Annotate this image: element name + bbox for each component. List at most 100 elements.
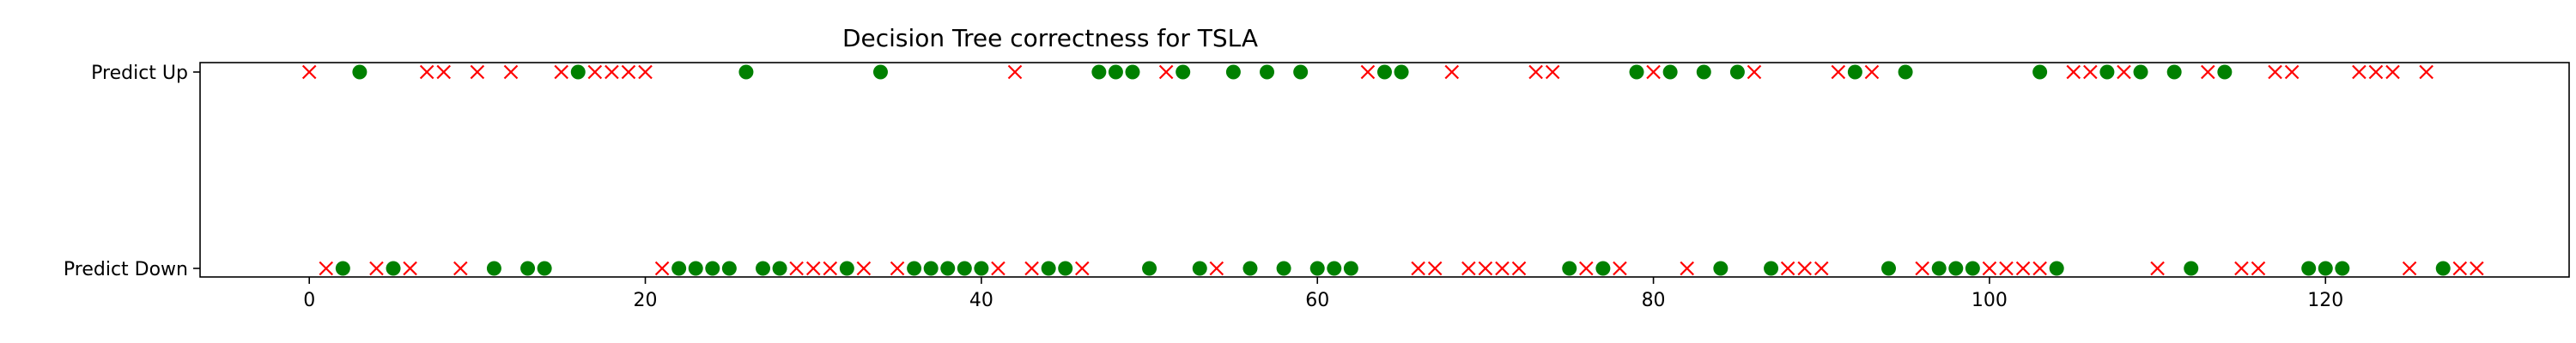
incorrect-marker-stroke [1444,64,1460,80]
incorrect-marker-stroke [605,64,619,80]
incorrect-marker-up [436,64,452,80]
incorrect-marker-stroke [1528,64,1543,80]
incorrect-marker-stroke [1780,261,1795,276]
incorrect-marker-down [2251,261,2266,276]
incorrect-marker-up [2066,64,2081,80]
incorrect-marker-stroke [470,64,485,80]
correct-marker-up [1394,64,1409,80]
incorrect-marker-up [1360,64,1376,80]
incorrect-marker-stroke [2368,64,2384,80]
incorrect-marker-stroke [301,64,317,80]
incorrect-marker-up [2268,64,2282,80]
correct-marker-down [1276,261,1291,276]
incorrect-marker-stroke [789,261,804,276]
correct-marker-down [1562,261,1577,276]
correct-marker-up [1225,64,1241,80]
incorrect-marker-down [1915,261,1929,276]
incorrect-marker-stroke [1511,261,1527,276]
incorrect-marker-stroke [856,261,872,276]
correct-marker-up [1176,64,1191,80]
correct-marker-down [1595,261,1611,276]
incorrect-marker-down [1024,261,1039,276]
y-axis: Predict Down Predict Up [64,63,200,280]
incorrect-marker-stroke [1461,261,1476,276]
incorrect-marker-down [1427,261,1443,276]
incorrect-marker-stroke [1209,261,1224,276]
correct-marker-down [1242,261,1258,276]
correct-marker-down [923,261,939,276]
incorrect-marker-down [991,261,1005,276]
correct-marker-down [2435,261,2451,276]
correct-marker-down [1948,261,1964,276]
incorrect-marker-up [1528,64,1543,80]
correct-marker-down [671,261,687,276]
correct-marker-down [907,261,922,276]
correct-marker-down [1309,261,1325,276]
incorrect-marker-up [1747,64,1762,80]
correct-marker-down [537,261,552,276]
incorrect-marker-up [1864,64,1880,80]
correct-marker-down [1713,261,1728,276]
plot-marks [301,64,2484,276]
x-axis: 0 20 40 60 80 100 120 [303,277,2343,311]
incorrect-marker-stroke [1024,261,1039,276]
correct-marker-up [1898,64,1913,80]
incorrect-marker-down [2470,261,2484,276]
incorrect-marker-stroke [638,64,653,80]
incorrect-marker-up [605,64,619,80]
incorrect-marker-stroke [1007,64,1023,80]
correct-marker-up [2099,64,2115,80]
incorrect-marker-down [1495,261,1510,276]
x-tick-label: 60 [1305,290,1329,311]
incorrect-marker-down [1411,261,1425,276]
incorrect-marker-stroke [1579,261,1594,276]
incorrect-marker-stroke [503,64,519,80]
incorrect-marker-down [453,261,468,276]
correct-marker-up [1696,64,1711,80]
incorrect-marker-stroke [2150,261,2165,276]
incorrect-marker-stroke [2470,261,2484,276]
incorrect-marker-up [621,64,636,80]
incorrect-marker-stroke [1814,261,1829,276]
correct-marker-up [872,64,888,80]
correct-marker-down [974,261,989,276]
correct-marker-up [570,64,586,80]
incorrect-marker-stroke [621,64,636,80]
incorrect-marker-up [2284,64,2300,80]
incorrect-marker-stroke [2352,64,2366,80]
incorrect-marker-up [1007,64,1023,80]
incorrect-marker-stroke [369,261,384,276]
correct-marker-down [486,261,501,276]
correct-marker-down [2318,261,2333,276]
incorrect-marker-down [1461,261,1476,276]
correct-marker-down [1764,261,1779,276]
incorrect-marker-stroke [2117,64,2131,80]
incorrect-marker-down [2032,261,2047,276]
incorrect-marker-stroke [1864,64,1880,80]
correct-marker-down [1058,261,1073,276]
correct-marker-down [386,261,401,276]
incorrect-marker-up [2083,64,2098,80]
incorrect-marker-stroke [587,64,603,80]
incorrect-marker-down [1680,261,1694,276]
correct-marker-down [2301,261,2317,276]
incorrect-marker-up [2201,64,2215,80]
incorrect-marker-stroke [2284,64,2300,80]
incorrect-marker-down [2015,261,2031,276]
correct-marker-up [1662,64,1678,80]
correct-marker-down [1041,261,1056,276]
correct-marker-down [335,261,350,276]
incorrect-marker-stroke [2066,64,2081,80]
incorrect-marker-down [890,261,905,276]
incorrect-marker-up [587,64,603,80]
incorrect-marker-down [1579,261,1594,276]
correct-marker-down [1327,261,1342,276]
correct-marker-down [721,261,737,276]
incorrect-marker-up [419,64,434,80]
correct-marker-up [1108,64,1123,80]
incorrect-marker-down [2150,261,2165,276]
incorrect-marker-up [470,64,485,80]
incorrect-marker-stroke [1982,261,1997,276]
correct-marker-up [2133,64,2148,80]
incorrect-marker-up [1831,64,1846,80]
